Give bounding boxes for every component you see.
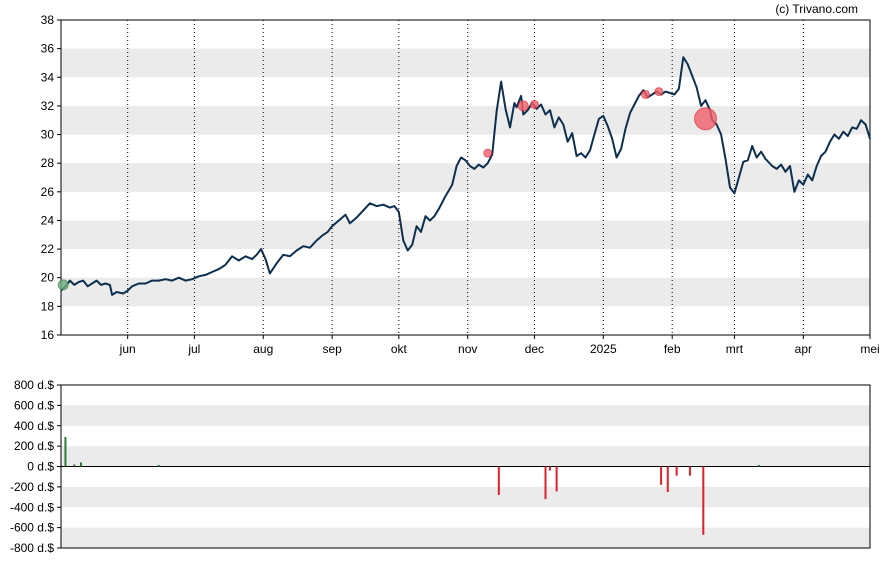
y-tick-label: -600 d.$	[10, 521, 54, 535]
y-tick-label: 16	[41, 328, 55, 342]
y-tick-label: 400 d.$	[14, 419, 54, 433]
sell-marker	[654, 87, 664, 97]
x-tick-label: nov	[458, 342, 477, 356]
x-tick-label: feb	[664, 342, 681, 356]
y-tick-label: 34	[41, 70, 55, 84]
y-tick-label: 600 d.$	[14, 398, 54, 412]
price-grid-band	[61, 163, 870, 192]
price-grid-band	[61, 105, 870, 135]
x-tick-label: mei	[860, 342, 879, 356]
price-grid-band	[61, 48, 870, 78]
credit-label: (c) Trivano.com	[775, 2, 858, 16]
price-plot-frame	[60, 19, 871, 336]
y-tick-label: 26	[41, 185, 55, 199]
y-tick-label: 22	[41, 242, 55, 256]
y-tick-label: 24	[41, 213, 55, 227]
transaction-grid-band	[61, 446, 870, 467]
transaction-grid-band	[61, 405, 870, 426]
x-tick-label: aug	[253, 342, 273, 356]
y-tick-label: 18	[41, 299, 55, 313]
sell-marker	[517, 100, 529, 112]
x-tick-label: 2025	[590, 342, 617, 356]
transaction-plot-frame	[60, 384, 871, 549]
sell-marker	[483, 148, 493, 158]
x-tick-label: jun	[119, 342, 136, 356]
y-tick-label: 0 d.$	[27, 460, 54, 474]
price-panel: jun jul aug sep okt nov dec 2025 feb mrt apr mei 16 1…	[41, 13, 880, 356]
y-tick-label: 36	[41, 42, 55, 56]
x-tick-label: jul	[187, 342, 200, 356]
sell-marker	[694, 107, 718, 131]
y-tick-label: -800 d.$	[10, 541, 54, 555]
y-tick-label: -400 d.$	[10, 500, 54, 514]
y-tick-label: 20	[41, 271, 55, 285]
price-line	[60, 56, 871, 296]
x-tick-label: sep	[322, 342, 342, 356]
y-tick-label: 28	[41, 156, 55, 170]
transaction-grid-band	[61, 486, 870, 508]
sell-marker	[529, 99, 539, 109]
price-grid-band	[61, 220, 870, 250]
y-tick-label: 800 d.$	[14, 378, 54, 392]
transaction-grid-band	[61, 527, 870, 548]
transaction-panel: 800 d.$ 600 d.$ 400 d.$ 200 d.$ 0 d.$ -200 d.…	[10, 378, 871, 555]
y-tick-label: -200 d.$	[10, 480, 54, 494]
y-tick-label: 30	[41, 128, 55, 142]
x-tick-label: apr	[795, 342, 812, 356]
y-tick-label: 38	[41, 13, 55, 27]
y-tick-label: 32	[41, 99, 55, 113]
sell-marker	[641, 89, 651, 99]
y-tick-label: 200 d.$	[14, 439, 54, 453]
x-tick-label: mrt	[726, 342, 744, 356]
x-tick-label: dec	[525, 342, 544, 356]
buy-marker	[57, 279, 69, 291]
x-tick-label: okt	[391, 342, 408, 356]
price-grid-band	[61, 277, 870, 307]
